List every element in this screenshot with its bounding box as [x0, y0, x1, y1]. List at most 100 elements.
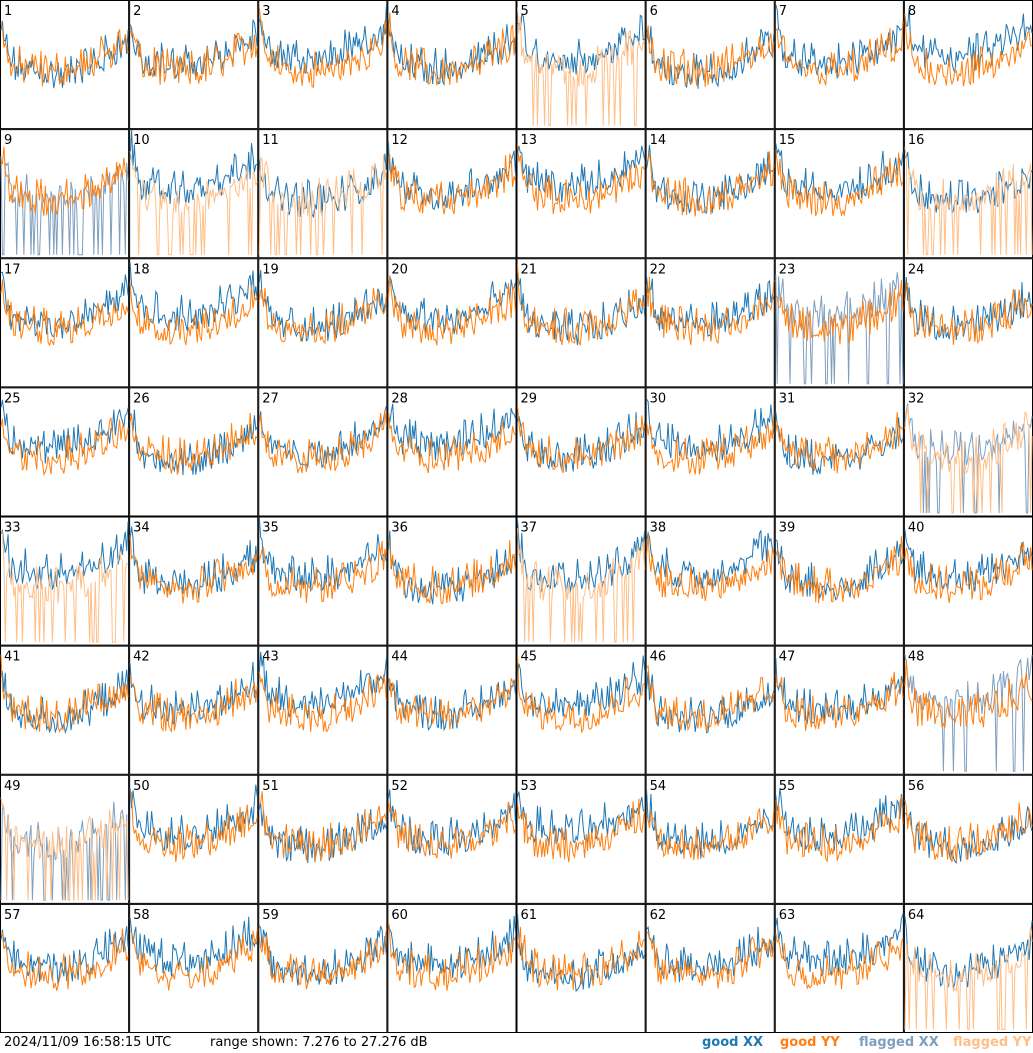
series-good-xx-line: [129, 409, 258, 476]
series-good-xx-line: [129, 130, 258, 206]
panel-49: 49: [0, 774, 130, 904]
series-good-yy-line: [0, 146, 129, 217]
panel-number: 22: [650, 262, 667, 277]
panel-number: 14: [650, 133, 667, 148]
series-good-yy-line: [904, 659, 1033, 728]
panel-number: 26: [133, 391, 150, 406]
series-good-xx-line: [904, 529, 1033, 593]
panel-number: 25: [4, 391, 21, 406]
panel-53: 53: [516, 774, 646, 904]
series-good-yy-line: [775, 279, 904, 345]
panel-41: 41: [0, 645, 130, 775]
panel-number: 8: [908, 4, 916, 19]
series-good-yy-line: [517, 264, 646, 347]
panel-38: 38: [645, 516, 775, 646]
series-good-xx-line: [258, 517, 387, 592]
panel-15: 15: [774, 129, 904, 259]
series-good-yy-line: [0, 417, 129, 476]
panel-28: 28: [387, 387, 517, 517]
series-good-xx-line: [517, 268, 646, 346]
panel-62: 62: [645, 903, 775, 1033]
panel-61: 61: [516, 903, 646, 1033]
panel-number: 37: [521, 521, 538, 536]
series-good-xx-line: [129, 916, 258, 977]
panel-30: 30: [645, 387, 775, 517]
series-good-yy-line: [129, 283, 258, 346]
series-good-yy-line: [387, 800, 516, 859]
panel-number: 24: [908, 262, 925, 277]
panel-number: 31: [779, 391, 796, 406]
series-good-yy-line: [775, 149, 904, 217]
panel-number: 27: [262, 391, 279, 406]
series-good-yy-line: [904, 13, 1033, 87]
series-good-xx-line: [517, 519, 646, 595]
panel-13: 13: [516, 129, 646, 259]
panel-frame: [516, 774, 646, 904]
series-good-yy-line: [0, 928, 129, 991]
panel-22: 22: [645, 258, 775, 388]
series-good-yy-line: [517, 798, 646, 863]
panel-31: 31: [774, 387, 904, 517]
series-good-yy-line: [646, 412, 775, 475]
panel-frame: [645, 774, 775, 904]
panel-7: 7: [774, 0, 904, 130]
series-good-yy-line: [258, 791, 387, 862]
panel-number: 29: [521, 391, 538, 406]
panel-number: 42: [133, 650, 150, 665]
series-good-xx-line: [387, 141, 516, 211]
timestamp: 2024/11/09 16:58:15 UTC: [4, 1035, 172, 1050]
series-good-yy-line: [775, 933, 904, 990]
panel-number: 18: [133, 262, 150, 277]
series-good-yy-line: [517, 926, 645, 991]
panel-58: 58: [129, 903, 259, 1033]
series-good-yy-line: [387, 411, 516, 474]
panel-5: 5: [516, 0, 646, 130]
panel-frame: [645, 903, 775, 1033]
panel-19: 19: [258, 258, 388, 388]
panel-number: 54: [650, 779, 667, 794]
series-good-yy-line: [387, 275, 516, 346]
panel-number: 47: [779, 650, 796, 665]
panel-3: 3: [258, 0, 388, 130]
panel-18: 18: [129, 258, 259, 388]
panel-number: 30: [650, 391, 667, 406]
series-good-yy-line: [646, 931, 775, 989]
series-good-yy-line: [517, 654, 645, 734]
series-good-yy-line: [387, 921, 516, 991]
panel-number: 19: [262, 262, 279, 277]
panel-number: 46: [650, 650, 667, 665]
panel-number: 23: [779, 262, 796, 277]
series-good-xx-line: [517, 655, 646, 717]
panel-number: 58: [133, 908, 150, 923]
series-good-yy-line: [258, 672, 387, 733]
series-good-xx-line: [775, 914, 904, 977]
series-flagged-yy-line: [904, 146, 1033, 256]
panel-frame: [516, 645, 646, 775]
panel-number: 13: [521, 133, 538, 148]
panel-number: 44: [391, 650, 408, 665]
series-flagged-yy-line: [129, 150, 258, 256]
panel-number: 59: [262, 908, 279, 923]
panel-number: 16: [908, 133, 925, 148]
panel-number: 43: [262, 650, 279, 665]
panel-21: 21: [516, 258, 646, 388]
panel-17: 17: [0, 258, 130, 388]
panel-39: 39: [774, 516, 904, 646]
panel-number: 41: [4, 650, 21, 665]
panel-16: 16: [903, 129, 1033, 259]
series-good-yy-line: [775, 411, 904, 474]
series-good-xx-line: [258, 270, 387, 342]
panel-frame: [903, 645, 1033, 775]
panel-45: 45: [516, 645, 646, 775]
panel-34: 34: [129, 516, 259, 646]
panel-number: 10: [133, 133, 150, 148]
series-flagged-yy-line: [258, 154, 387, 256]
panel-number: 60: [391, 908, 408, 923]
series-good-yy-line: [517, 405, 646, 474]
series-good-yy-line: [0, 23, 129, 87]
panel-number: 3: [262, 4, 270, 19]
panel-24: 24: [903, 258, 1033, 388]
panel-number: 38: [650, 521, 667, 536]
series-good-yy-line: [904, 541, 1033, 603]
panel-10: 10: [129, 129, 259, 259]
